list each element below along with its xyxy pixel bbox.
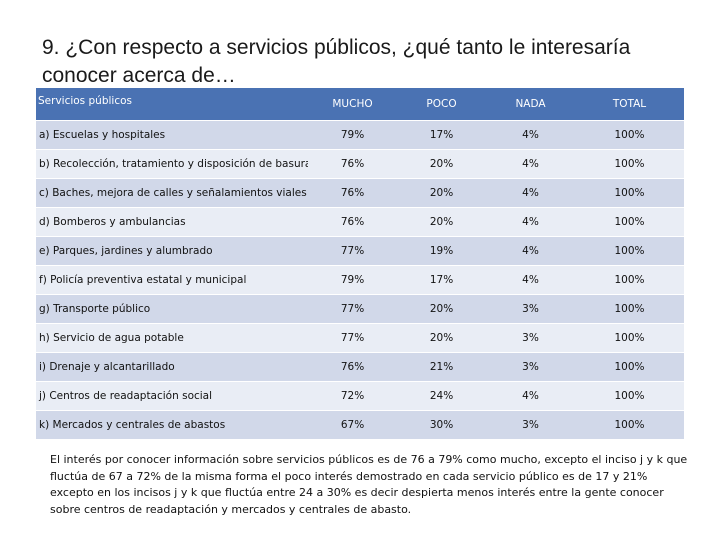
nada-value: 4% [522, 215, 539, 228]
mucho-value: 76% [340, 157, 365, 170]
total-value: 100% [614, 360, 645, 373]
total-value: 100% [614, 273, 645, 286]
poco-value: 17% [429, 128, 454, 141]
nada-value: 3% [522, 302, 539, 315]
mucho-value: 79% [340, 128, 365, 141]
total-value: 100% [614, 389, 645, 402]
mucho-value: 77% [340, 302, 365, 315]
poco-value: 17% [429, 273, 454, 286]
nada-value: 4% [522, 186, 539, 199]
service-name: a) Escuelas y hospitales [39, 128, 166, 141]
service-name: k) Mercados y centrales de abastos [39, 418, 226, 431]
total-value: 100% [614, 418, 645, 431]
poco-value: 19% [429, 244, 454, 257]
table-row: b) Recolección, tratamiento y disposició… [36, 149, 684, 178]
services-table: Servicios públicos MUCHO POCO NADA TOTAL… [36, 88, 684, 439]
total-value: 100% [614, 157, 645, 170]
service-name: j) Centros de readaptación social [39, 389, 213, 402]
table-row: h) Servicio de agua potable 77% 20% 3% 1… [36, 323, 684, 352]
table-row: c) Baches, mejora de calles y señalamien… [36, 178, 684, 207]
header-mucho: MUCHO [332, 97, 373, 110]
mucho-value: 72% [340, 389, 365, 402]
poco-value: 21% [429, 360, 454, 373]
total-value: 100% [614, 244, 645, 257]
mucho-value: 79% [340, 273, 365, 286]
table-row: f) Policía preventiva estatal y municipa… [36, 265, 684, 294]
total-value: 100% [614, 215, 645, 228]
service-name: i) Drenaje y alcantarillado [39, 360, 175, 373]
service-name: h) Servicio de agua potable [39, 331, 184, 344]
poco-value: 20% [429, 331, 454, 344]
service-name: e) Parques, jardines y alumbrado [39, 244, 213, 257]
poco-value: 20% [429, 186, 454, 199]
poco-value: 24% [429, 389, 454, 402]
mucho-value: 77% [340, 244, 365, 257]
nada-value: 4% [522, 389, 539, 402]
table-row: i) Drenaje y alcantarillado 76% 21% 3% 1… [36, 352, 684, 381]
header-servicios: Servicios públicos [38, 95, 132, 107]
service-name: f) Policía preventiva estatal y municipa… [39, 273, 247, 286]
mucho-value: 67% [340, 418, 365, 431]
mucho-value: 77% [340, 331, 365, 344]
header-poco: POCO [426, 97, 457, 110]
nada-value: 4% [522, 157, 539, 170]
header-total: TOTAL [612, 97, 647, 110]
mucho-value: 76% [340, 360, 365, 373]
table-row: g) Transporte público 77% 20% 3% 100% [36, 294, 684, 323]
table-row: j) Centros de readaptación social 72% 24… [36, 381, 684, 410]
total-value: 100% [614, 128, 645, 141]
table-row: e) Parques, jardines y alumbrado 77% 19%… [36, 236, 684, 265]
total-value: 100% [614, 331, 645, 344]
table-row: d) Bomberos y ambulancias 76% 20% 4% 100… [36, 207, 684, 236]
table-header-row: Servicios públicos MUCHO POCO NADA TOTAL [36, 88, 684, 120]
nada-value: 4% [522, 244, 539, 257]
poco-value: 20% [429, 215, 454, 228]
slide-title: 9. ¿Con respecto a servicios públicos, ¿… [42, 36, 631, 87]
service-name: c) Baches, mejora de calles y señalamien… [39, 186, 307, 199]
nada-value: 3% [522, 331, 539, 344]
nada-value: 4% [522, 128, 539, 141]
mucho-value: 76% [340, 215, 365, 228]
service-name: g) Transporte público [39, 302, 151, 315]
service-name: b) Recolección, tratamiento y disposició… [39, 157, 308, 170]
nada-value: 3% [522, 418, 539, 431]
table-row: a) Escuelas y hospitales 79% 17% 4% 100% [36, 120, 684, 149]
mucho-value: 76% [340, 186, 365, 199]
total-value: 100% [614, 302, 645, 315]
table-row: k) Mercados y centrales de abastos 67% 3… [36, 410, 684, 439]
nada-value: 4% [522, 273, 539, 286]
poco-value: 20% [429, 302, 454, 315]
service-name: d) Bomberos y ambulancias [39, 215, 186, 228]
nada-value: 3% [522, 360, 539, 373]
poco-value: 20% [429, 157, 454, 170]
header-nada: NADA [515, 97, 546, 110]
summary-note: El interés por conocer información sobre… [50, 453, 688, 516]
total-value: 100% [614, 186, 645, 199]
poco-value: 30% [429, 418, 454, 431]
